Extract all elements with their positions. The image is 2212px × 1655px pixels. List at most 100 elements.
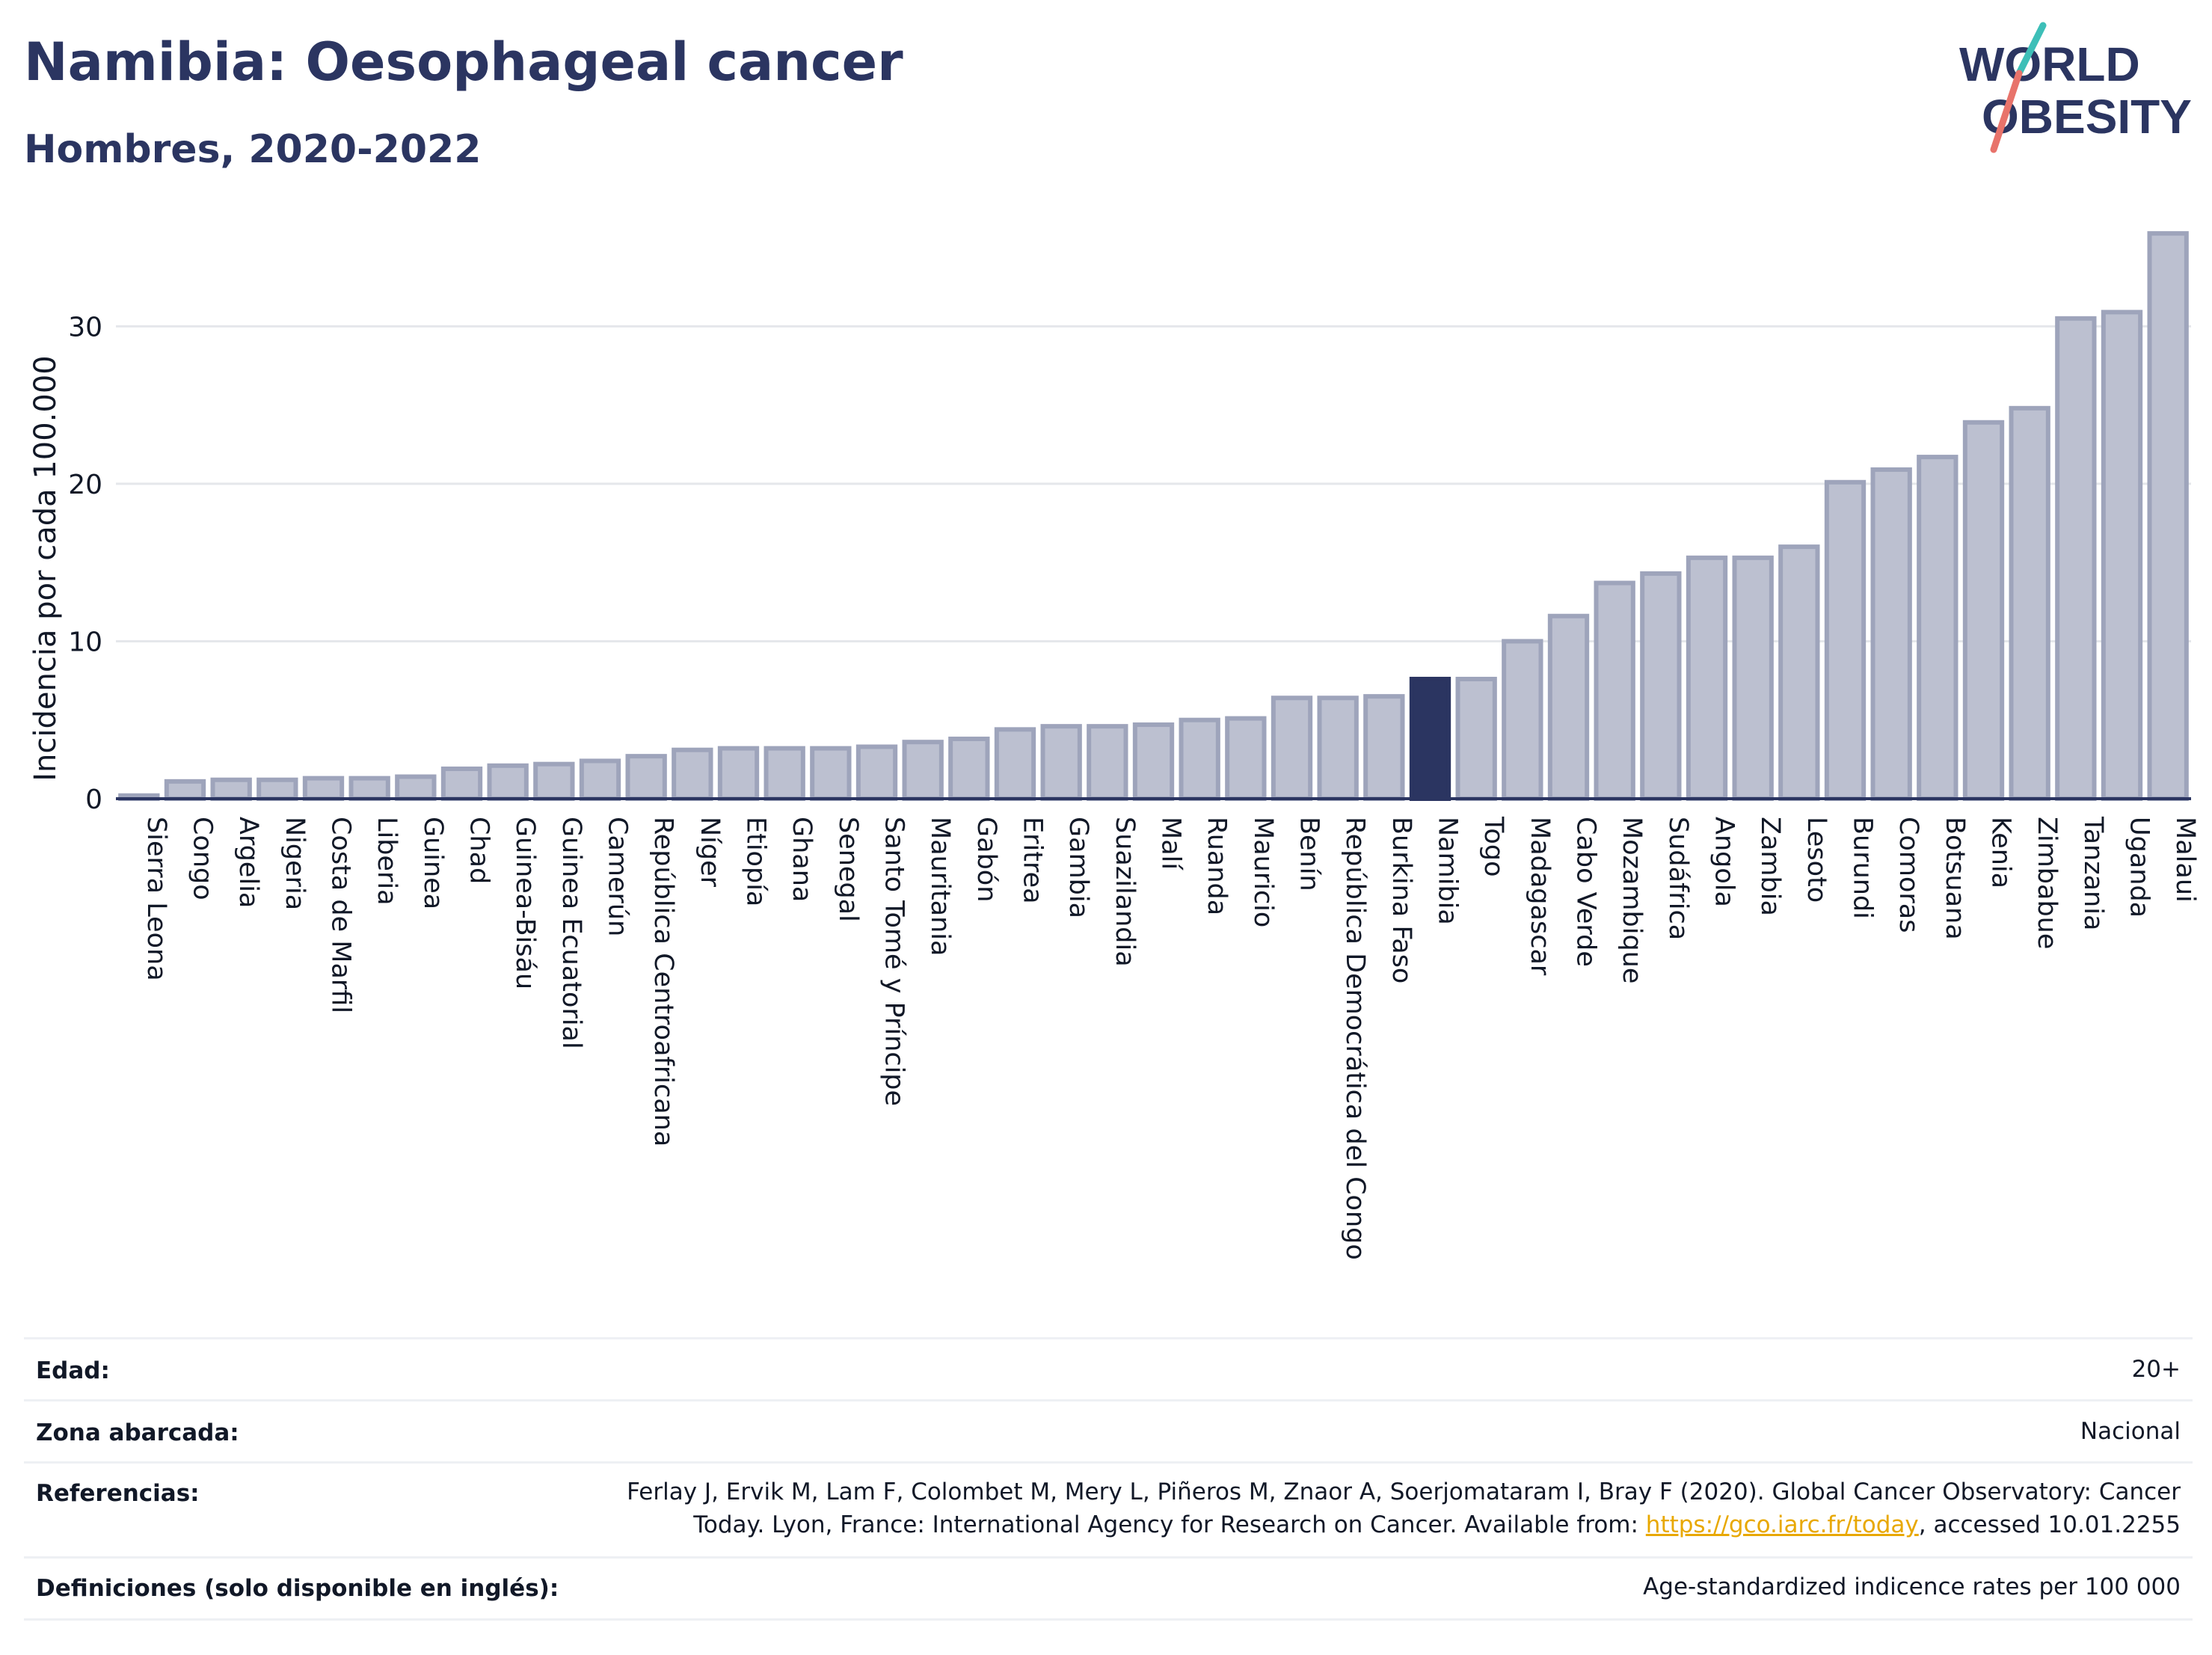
- x-tick-label: Camerún: [603, 817, 633, 936]
- x-tick-label: Madagascar: [1525, 817, 1555, 976]
- x-tick-label: Ruanda: [1202, 817, 1232, 915]
- reference-line-2-prefix: Today. Lyon, France: International Agenc…: [693, 1511, 1646, 1538]
- bar-burundi[interactable]: [1824, 479, 1867, 801]
- x-tick-label: Senegal: [833, 817, 863, 922]
- bar-comoras[interactable]: [1870, 467, 1912, 801]
- bar-chad[interactable]: [440, 766, 483, 801]
- bar-gabón[interactable]: [948, 736, 990, 801]
- y-tick-label: 10: [68, 627, 102, 657]
- bar-mauritania[interactable]: [902, 740, 944, 802]
- bar-níger[interactable]: [672, 747, 713, 802]
- bar-guinea-ecuatorial[interactable]: [533, 761, 575, 802]
- y-tick-label: 30: [68, 312, 102, 343]
- bar-zimbabue[interactable]: [2009, 405, 2050, 801]
- x-tick-label: Costa de Marfil: [326, 817, 356, 1013]
- x-tick-label: Zambia: [1755, 817, 1785, 916]
- bar-tanzania[interactable]: [2055, 316, 2097, 801]
- x-tick-label: Nigeria: [280, 817, 310, 910]
- bar-ruanda[interactable]: [1179, 717, 1220, 802]
- bar-ghana[interactable]: [764, 746, 805, 801]
- bar-botsuana[interactable]: [1917, 455, 1958, 801]
- bar-benín[interactable]: [1271, 696, 1313, 801]
- bar-argelia[interactable]: [210, 777, 252, 801]
- bar-lesoto[interactable]: [1778, 544, 1820, 801]
- logo-slash-teal: [2015, 22, 2047, 77]
- meta-row-references: Referencias: Ferlay J, Ervik M, Lam F, C…: [24, 1461, 2193, 1556]
- x-tick-label: Lesoto: [1801, 817, 1831, 903]
- metadata-table: Edad: 20+ Zona abarcada: Nacional Refere…: [24, 1337, 2193, 1621]
- bar-togo[interactable]: [1455, 676, 1497, 801]
- x-tick-label: Burundi: [1848, 817, 1878, 919]
- bar-senegal[interactable]: [810, 746, 852, 801]
- x-tick-label: Angola: [1709, 817, 1739, 907]
- bar-guinea[interactable]: [395, 774, 437, 801]
- bar-eritrea[interactable]: [994, 727, 1036, 801]
- x-tick-label: Congo: [188, 817, 218, 900]
- bar-liberia[interactable]: [348, 776, 390, 802]
- bar-guinea-bisáu[interactable]: [487, 763, 529, 801]
- bar-kenia[interactable]: [1962, 420, 2005, 801]
- bar-burkina-faso[interactable]: [1363, 694, 1405, 802]
- bar-angola[interactable]: [1686, 555, 1728, 801]
- bar-costa-de-marfil[interactable]: [302, 776, 345, 802]
- x-tick-label: Comoras: [1893, 817, 1923, 933]
- bar-suazilandia[interactable]: [1087, 724, 1128, 802]
- x-tick-label: Santo Tomé y Príncipe: [879, 817, 909, 1106]
- x-tick-label: Níger: [695, 817, 725, 888]
- bar-república-centroafricana[interactable]: [625, 754, 667, 802]
- x-tick-label: Liberia: [372, 817, 402, 906]
- x-tick-label: Eritrea: [1018, 817, 1048, 904]
- reference-link[interactable]: https://gco.iarc.fr/today: [1645, 1511, 1919, 1538]
- x-tick-label: Benín: [1294, 817, 1324, 891]
- bar-nigeria[interactable]: [256, 777, 298, 801]
- meta-row-area: Zona abarcada: Nacional: [24, 1399, 2193, 1461]
- x-tick-label: Uganda: [2125, 817, 2154, 918]
- x-tick-label: Guinea-Bisáu: [510, 817, 540, 989]
- bar-mauricio[interactable]: [1225, 716, 1267, 801]
- chart-subtitle: Hombres, 2020-2022: [24, 127, 482, 172]
- bar-etiopía[interactable]: [717, 746, 760, 801]
- bar-congo[interactable]: [164, 779, 206, 801]
- logo-text-world: WORLD: [1959, 37, 2140, 91]
- y-axis-label: Incidencia por cada 100.000: [28, 355, 63, 782]
- x-tick-label: Togo: [1478, 816, 1508, 876]
- x-tick-label: Mauritania: [925, 817, 955, 956]
- x-tick-label: Tanzania: [2078, 816, 2108, 930]
- bar-república-democrática-del-congo[interactable]: [1317, 696, 1359, 801]
- area-value: Nacional: [2080, 1418, 2181, 1445]
- bar-gambia[interactable]: [1040, 724, 1082, 802]
- bar-malaui[interactable]: [2147, 231, 2189, 802]
- bar-mozambique[interactable]: [1594, 580, 1635, 801]
- x-tick-label: Suazilandia: [1110, 817, 1140, 967]
- x-tick-label: República Centroafricana: [648, 817, 678, 1146]
- meta-row-definitions: Definiciones (solo disponible en inglés)…: [24, 1556, 2193, 1621]
- definitions-value: Age-standardized indicence rates per 100…: [1643, 1573, 2181, 1600]
- bar-zambia[interactable]: [1732, 555, 1774, 801]
- x-tick-label: Argelia: [233, 817, 263, 908]
- y-tick-label: 20: [68, 470, 102, 500]
- x-tick-label: Sudáfrica: [1663, 817, 1693, 940]
- y-tick-label: 0: [85, 784, 102, 815]
- bar-cabo-verde[interactable]: [1547, 613, 1590, 801]
- bar-madagascar[interactable]: [1502, 639, 1543, 802]
- axes: 0 10 20 30 Sierra Leona Congo Argelia Nigeria Co…: [68, 312, 2200, 1259]
- bar-camerún[interactable]: [579, 758, 621, 802]
- bar-malí[interactable]: [1132, 722, 1175, 801]
- x-tick-label: Guinea Ecuatorial: [556, 817, 586, 1049]
- meta-row-age: Edad: 20+: [24, 1337, 2193, 1399]
- x-tick-label: Ghana: [787, 817, 817, 902]
- x-tick-label: Guinea: [418, 817, 448, 909]
- reference-line-1: Ferlay J, Ervik M, Lam F, Colombet M, Me…: [627, 1479, 2181, 1505]
- area-label: Zona abarcada:: [36, 1419, 239, 1446]
- x-tick-label: Etiopía: [741, 817, 771, 906]
- reference-line-2: Today. Lyon, France: International Agenc…: [627, 1508, 2181, 1541]
- x-tick-label: República Democrática del Congo: [1340, 817, 1370, 1260]
- x-tick-label: Zimbabue: [2032, 817, 2062, 949]
- x-tick-label: Kenia: [1986, 817, 2016, 888]
- bar-santo-tomé-y-príncipe[interactable]: [855, 744, 898, 801]
- bar-sudáfrica[interactable]: [1640, 571, 1682, 802]
- age-value: 20+: [2131, 1356, 2181, 1383]
- bar-uganda[interactable]: [2101, 310, 2143, 801]
- x-tick-label: Malí: [1156, 817, 1186, 871]
- bar-namibia[interactable]: [1409, 676, 1451, 801]
